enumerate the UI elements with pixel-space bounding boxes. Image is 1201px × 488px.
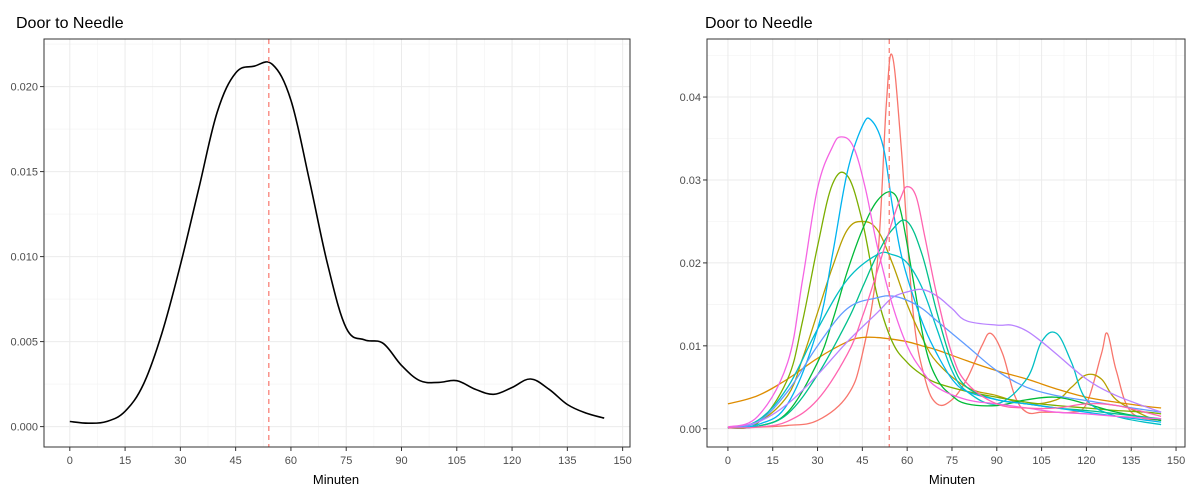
right-density-line-12 xyxy=(727,185,1162,429)
left-y-tick-label: 0.000 xyxy=(10,422,38,434)
right-y-tick-label: 0.04 xyxy=(680,92,701,104)
right-density-line-2 xyxy=(727,336,1162,409)
left-chart-x-axis-label: Minuten xyxy=(313,472,359,487)
right-x-tick-label: 75 xyxy=(946,455,958,467)
left-x-tick-label: 105 xyxy=(448,455,466,467)
right-chart-x-axis-label: Minuten xyxy=(929,472,975,487)
left-panel-border xyxy=(43,38,631,448)
right-panel-border xyxy=(706,38,1186,448)
left-series-group xyxy=(69,61,605,425)
left-x-tick-label: 30 xyxy=(174,455,186,467)
right-x-tick-label: 60 xyxy=(901,455,913,467)
left-x-tick-label: 150 xyxy=(613,455,631,467)
right-y-tick-label: 0.00 xyxy=(680,424,701,436)
right-density-line-8 xyxy=(727,117,1162,429)
right-series-group xyxy=(727,53,1162,430)
right-y-tick-label: 0.01 xyxy=(680,341,701,353)
right-density-line-10 xyxy=(727,288,1162,428)
right-y-tick-label: 0.02 xyxy=(680,258,701,270)
right-x-tick-label: 150 xyxy=(1167,455,1185,467)
right-density-line-9 xyxy=(727,295,1162,429)
right-chart-title: Door to Needle xyxy=(705,15,813,32)
left-x-tick-label: 15 xyxy=(119,455,131,467)
left-chart-title: Door to Needle xyxy=(16,15,124,32)
left-y-tick-label: 0.010 xyxy=(10,252,38,264)
right-density-line-1 xyxy=(727,53,1162,428)
left-x-tick-label: 0 xyxy=(67,455,73,467)
right-x-tick-label: 105 xyxy=(1032,455,1050,467)
left-chart-panel: 0 15 30 45 60 75 90 105 120 135 150 0.000 0.005 0.010… xyxy=(10,38,632,467)
right-x-tick-label: 0 xyxy=(725,455,731,467)
right-density-line-11 xyxy=(727,136,1162,428)
right-density-line-6 xyxy=(727,219,1162,429)
left-x-tick-label: 45 xyxy=(230,455,242,467)
left-y-tick-label: 0.005 xyxy=(10,337,38,349)
right-x-tick-label: 45 xyxy=(856,455,868,467)
left-y-tick-label: 0.015 xyxy=(10,167,38,179)
right-x-tick-label: 30 xyxy=(811,455,823,467)
right-density-line-5 xyxy=(727,191,1162,429)
right-x-tick-label: 120 xyxy=(1077,455,1095,467)
left-x-tick-label: 90 xyxy=(395,455,407,467)
right-x-tick-label: 90 xyxy=(991,455,1003,467)
right-x-tick-label: 135 xyxy=(1122,455,1140,467)
left-x-tick-label: 135 xyxy=(558,455,576,467)
left-x-tick-label: 60 xyxy=(285,455,297,467)
right-density-line-3 xyxy=(727,220,1162,428)
right-chart-panel: 0 15 30 45 60 75 90 105 120 135 150 0.00 0.01 0.02 0.0… xyxy=(680,38,1186,467)
left-x-tick-label: 75 xyxy=(340,455,352,467)
right-y-tick-label: 0.03 xyxy=(680,175,701,187)
left-y-tick-label: 0.020 xyxy=(10,82,38,94)
right-density-line-4 xyxy=(727,171,1162,430)
right-x-tick-label: 15 xyxy=(767,455,779,467)
left-density-line-1 xyxy=(69,61,605,425)
left-x-tick-label: 120 xyxy=(503,455,521,467)
